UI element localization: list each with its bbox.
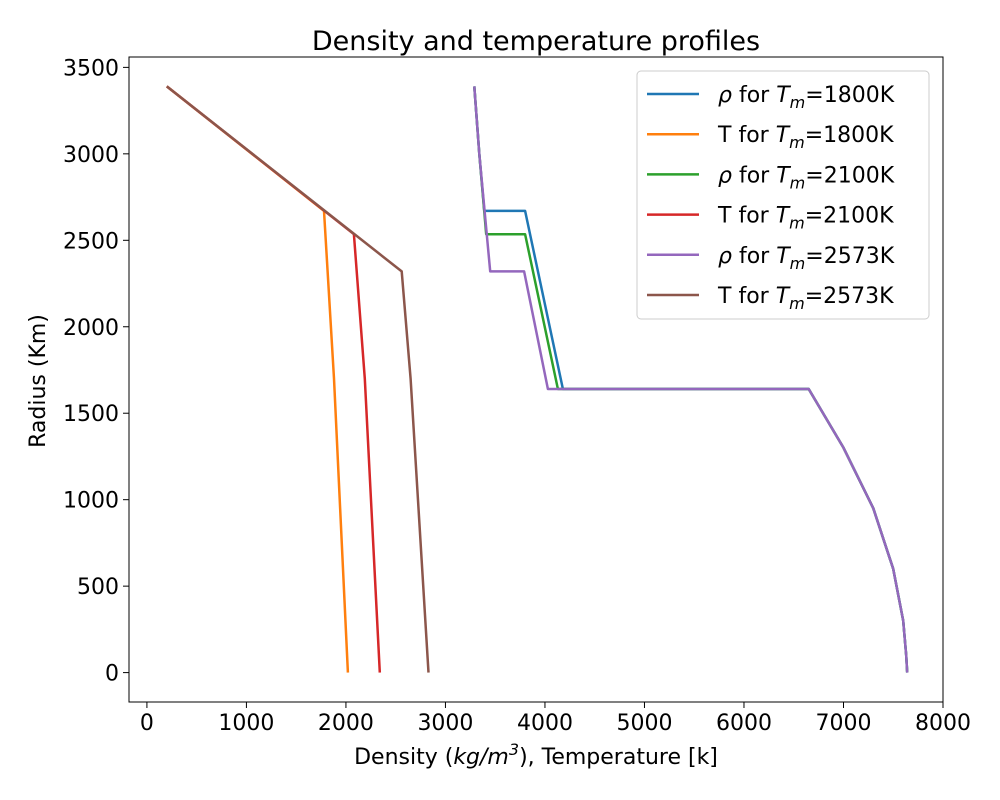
y-axis-label: Radius (Km) [26,314,51,448]
plot-lines [166,85,909,673]
chart-title: Density and temperature profiles [312,26,760,57]
y-tick-label: 2000 [63,316,119,341]
legend-label: T for Tm=2573K [717,284,894,313]
legend-items: ρ for Tm=1800K T for Tm=1800K ρ for Tm=210… [647,83,895,313]
y-tick-label: 0 [105,662,119,687]
x-tick-label: 0 [140,711,154,736]
series-line-6 [166,85,430,673]
x-tick-label: 5000 [616,711,672,736]
legend-item: T for Tm=2100K [647,204,894,233]
legend-item: T for Tm=1800K [647,123,894,152]
y-axis-ticks: 0 500 1000 1500 2000 2500 3000 3500 [63,56,129,687]
series-line-4 [166,85,382,673]
legend-label: ρ for Tm=2573K [718,244,895,273]
x-tick-label: 6000 [716,711,772,736]
y-tick-label: 500 [77,575,119,600]
x-tick-label: 4000 [517,711,573,736]
series-line-5 [473,86,909,673]
legend-label: T for Tm=2100K [717,204,894,233]
legend-box [636,70,930,320]
legend-item: T for Tm=2573K [647,284,894,313]
legend-label: ρ for Tm=1800K [718,83,895,112]
x-tick-label: 3000 [417,711,473,736]
legend-item: ρ for Tm=2100K [647,163,895,192]
legend: ρ for Tm=1800K T for Tm=1800K ρ for Tm=210… [636,70,930,320]
x-tick-label: 1000 [218,711,274,736]
x-tick-label: 8000 [915,711,971,736]
x-axis-label: Density (kg/m3), Temperature [k] [354,740,718,771]
legend-label: T for Tm=1800K [717,123,894,152]
y-tick-label: 1000 [63,489,119,514]
plot-frame [128,56,944,703]
legend-item: ρ for Tm=1800K [647,83,895,112]
y-tick-label: 3000 [63,143,119,168]
x-tick-label: 2000 [318,711,374,736]
legend-label: ρ for Tm=2100K [718,163,895,192]
x-axis-ticks: 0 1000 2000 3000 4000 5000 6000 7000 8000 [140,702,971,736]
y-tick-label: 3500 [63,56,119,81]
series-line-2 [166,85,350,673]
y-tick-label: 2500 [63,229,119,254]
legend-item: ρ for Tm=2573K [647,244,895,273]
x-tick-label: 7000 [815,711,871,736]
y-tick-label: 1500 [63,402,119,427]
